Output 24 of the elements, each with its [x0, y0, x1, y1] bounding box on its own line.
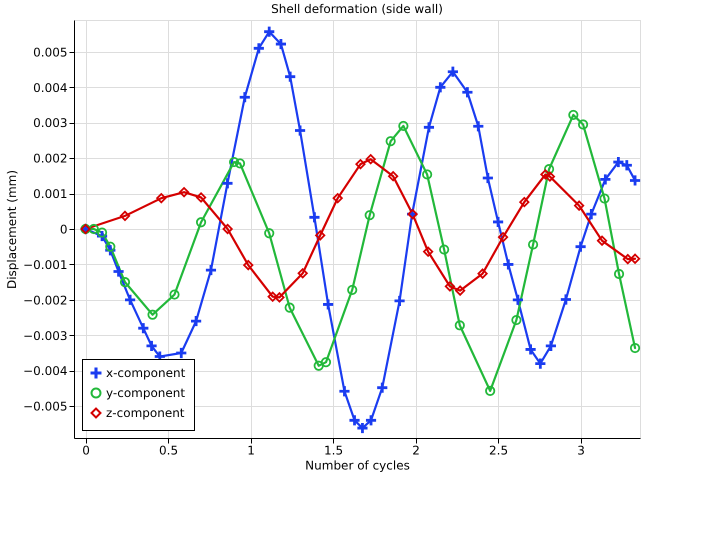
y-tick-label: −0.002: [23, 293, 68, 308]
x-tick-label: 2.5: [489, 444, 508, 458]
y-tick-label: 0.002: [33, 152, 68, 166]
y-tick-label: 0: [60, 222, 68, 236]
x-tick-label: 3: [577, 444, 585, 458]
y-tick-label: 0.001: [33, 187, 68, 202]
legend-label: x-component: [106, 366, 186, 380]
y-tick-label: −0.003: [23, 328, 68, 343]
y-tick-label: 0.005: [33, 45, 68, 60]
x-axis-title: Number of cycles: [305, 458, 410, 472]
x-tick-label: 1: [247, 444, 255, 458]
y-tick-label: 0.004: [33, 80, 68, 95]
y-tick-label: −0.001: [23, 258, 68, 272]
x-tick-label: 1.5: [324, 444, 344, 458]
y-tick-label: 0.003: [33, 116, 68, 130]
x-tick-label: 0: [82, 444, 90, 458]
x-tick-label: 0.5: [159, 444, 178, 458]
y-tick-label: −0.004: [23, 364, 68, 378]
legend-label: z-component: [106, 406, 185, 420]
chart-title: Shell deformation (side wall): [271, 2, 443, 16]
y-axis-title: Displacement (mm): [5, 170, 20, 290]
y-tick-label: −0.005: [23, 400, 68, 414]
legend-label: y-component: [106, 386, 186, 400]
x-tick-label: 2: [412, 444, 420, 458]
